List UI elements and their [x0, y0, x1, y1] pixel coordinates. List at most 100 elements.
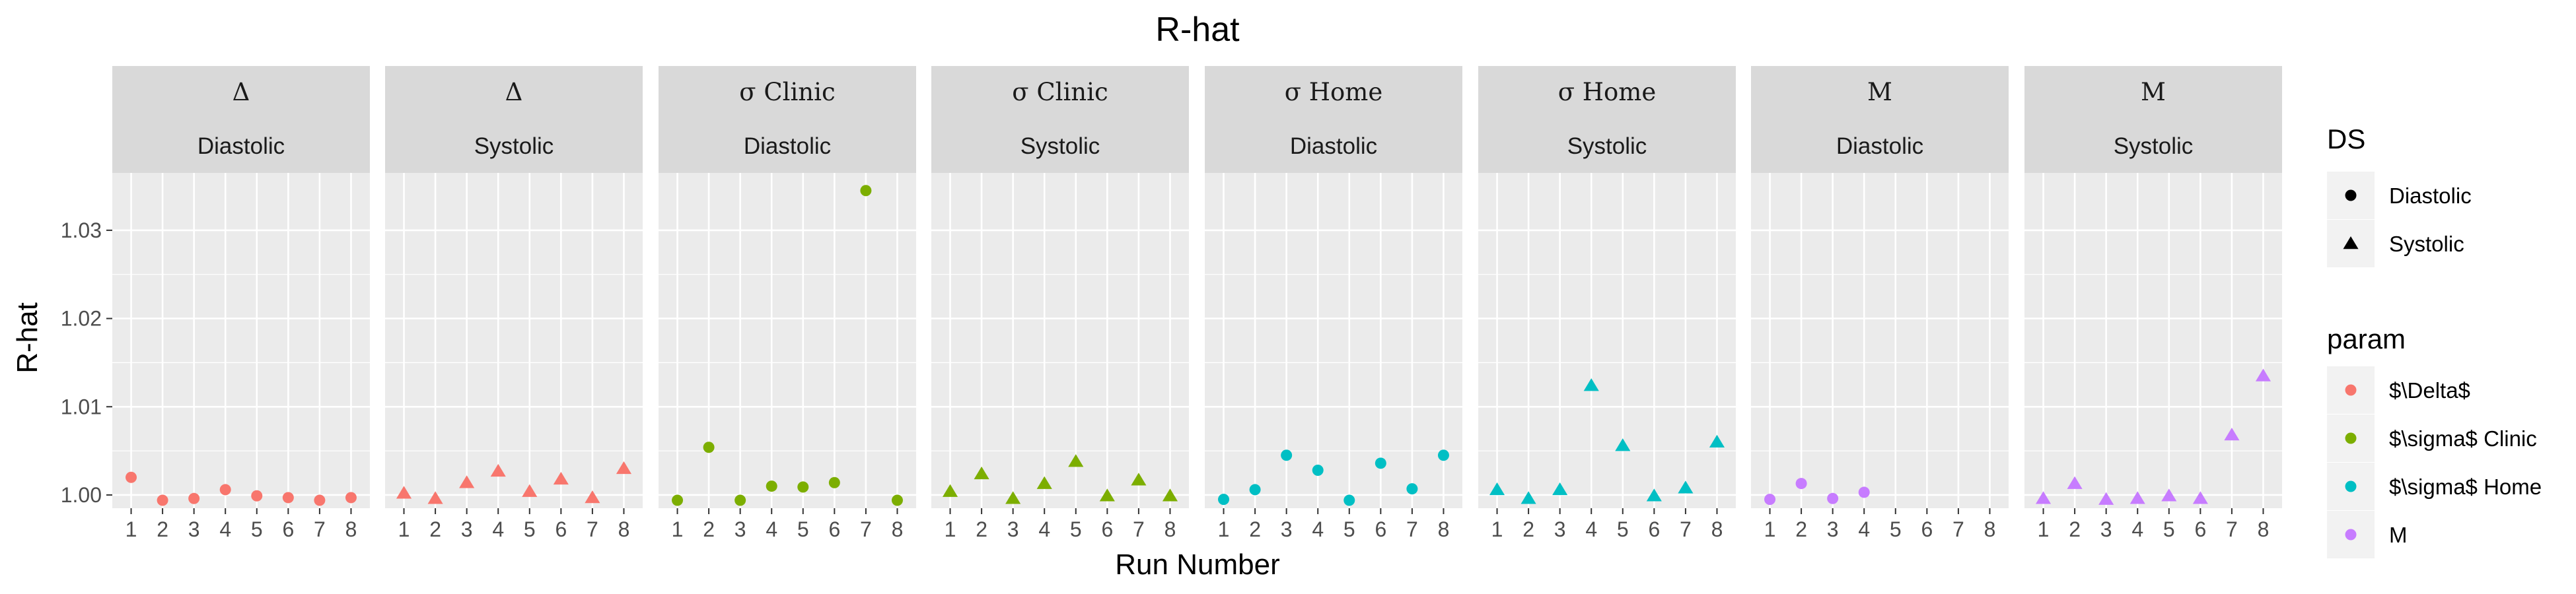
data-point [1162, 488, 1178, 502]
x-tick-label: 3 [2100, 517, 2112, 541]
data-point [2224, 428, 2240, 441]
data-point [459, 475, 475, 488]
data-point [616, 461, 632, 475]
strip-label-ds: Diastolic [744, 133, 831, 159]
strip-label-param: Δ [233, 78, 250, 106]
x-tick-label: 7 [860, 517, 872, 541]
x-tick-label: 6 [1648, 517, 1660, 541]
data-point [1312, 465, 1324, 477]
x-tick-label: 2 [1522, 517, 1534, 541]
x-tick-label: 6 [1375, 517, 1386, 541]
x-tick-label: 4 [219, 517, 231, 541]
facet-strip [385, 66, 643, 173]
data-point [2067, 476, 2083, 489]
legend-key-circle [2345, 480, 2357, 492]
x-tick-label: 1 [945, 517, 956, 541]
data-point [2192, 491, 2208, 504]
data-point [1795, 478, 1807, 490]
strip-label-param: σ Home [1285, 78, 1383, 106]
y-tick-label: 1.01 [61, 395, 102, 418]
data-point [585, 490, 600, 504]
facet-panel: σ Clinic Systolic 1 2 3 4 5 6 7 8 [931, 66, 1189, 541]
data-point [1099, 488, 1115, 502]
x-tick-label: 3 [1281, 517, 1293, 541]
data-point [1281, 449, 1293, 461]
data-point [766, 480, 777, 492]
data-point [2098, 492, 2114, 505]
y-tick-label: 1.00 [61, 483, 102, 507]
facet-panel: M Diastolic 1 2 3 4 5 6 7 8 [1751, 66, 2009, 541]
strip-label-ds: Diastolic [1836, 133, 1923, 159]
plot-background [112, 173, 370, 508]
data-point [522, 484, 538, 497]
data-point [1646, 488, 1662, 502]
data-point [1709, 434, 1725, 447]
x-tick-label: 4 [1038, 517, 1050, 541]
x-tick-label: 7 [587, 517, 598, 541]
x-tick-label: 1 [1764, 517, 1776, 541]
data-point [860, 185, 872, 197]
legend-label: Systolic [2389, 232, 2464, 256]
legend-title-ds: DS [2327, 123, 2365, 154]
data-point [314, 494, 326, 506]
x-tick-label: 7 [1406, 517, 1418, 541]
x-tick-label: 5 [524, 517, 536, 541]
x-tick-label: 7 [1952, 517, 1964, 541]
facet-strip [112, 66, 370, 173]
x-tick-label: 5 [1890, 517, 1902, 541]
x-tick-label: 3 [734, 517, 746, 541]
x-tick-label: 5 [1343, 517, 1355, 541]
facet-panel: M Systolic 1 2 3 4 5 6 7 8 [2024, 66, 2282, 541]
x-axis-title: Run Number [1115, 548, 1279, 581]
strip-label-param: σ Home [1558, 78, 1657, 106]
legend-key-circle [2345, 384, 2357, 396]
strip-label-ds: Systolic [474, 133, 554, 159]
x-tick-label: 4 [766, 517, 777, 541]
x-tick-label: 7 [1133, 517, 1145, 541]
x-tick-label: 3 [1554, 517, 1566, 541]
x-tick-label: 6 [555, 517, 567, 541]
x-tick-label: 6 [2194, 517, 2206, 541]
x-tick-label: 8 [1984, 517, 1996, 541]
chart-title: R-hat [1155, 11, 1240, 49]
data-point [219, 484, 231, 496]
x-tick-label: 5 [1070, 517, 1082, 541]
x-tick-label: 5 [251, 517, 263, 541]
x-tick-label: 8 [1438, 517, 1450, 541]
data-point [942, 484, 958, 497]
data-point [1521, 491, 1536, 504]
data-point [1375, 457, 1386, 469]
x-tick-label: 3 [1007, 517, 1019, 541]
x-tick-label: 2 [429, 517, 441, 541]
strip-label-param: σ Clinic [1012, 78, 1108, 106]
data-point [1005, 491, 1021, 504]
x-tick-label: 6 [1921, 517, 1933, 541]
x-tick-label: 8 [345, 517, 357, 541]
facet-panel: Δ Diastolic 1 2 3 4 5 6 7 8 [112, 66, 370, 541]
data-point [1583, 378, 1599, 391]
x-tick-label: 4 [1858, 517, 1870, 541]
x-tick-label: 7 [2226, 517, 2238, 541]
legend-label: M [2389, 523, 2408, 547]
plot-background [1205, 173, 1462, 508]
strip-label-param: Δ [505, 78, 523, 106]
x-tick-label: 3 [1827, 517, 1839, 541]
x-tick-label: 6 [1101, 517, 1113, 541]
data-point [1249, 484, 1261, 496]
legend-key-circle [2345, 189, 2357, 201]
plot-background [2024, 173, 2282, 508]
facet-strip [1751, 66, 2009, 173]
data-point [1131, 473, 1147, 486]
legend-key-triangle [2343, 236, 2359, 249]
strip-label-ds: Systolic [1567, 133, 1647, 159]
facet-strip [1478, 66, 1736, 173]
data-point [1615, 438, 1631, 451]
data-point [828, 477, 840, 488]
data-point [2129, 491, 2145, 504]
data-point [734, 494, 746, 506]
x-tick-label: 5 [797, 517, 809, 541]
x-tick-label: 2 [1249, 517, 1261, 541]
plot-background [931, 173, 1189, 508]
